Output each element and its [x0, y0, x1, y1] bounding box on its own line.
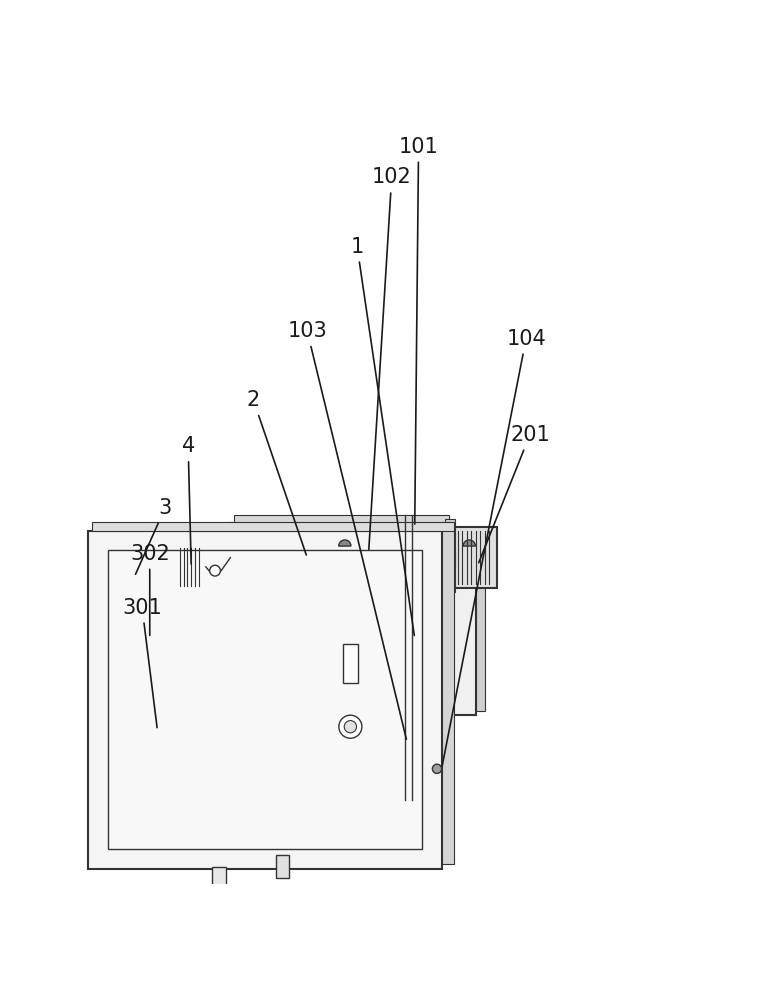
Polygon shape: [230, 523, 445, 596]
Circle shape: [339, 715, 362, 738]
Circle shape: [278, 892, 287, 902]
Polygon shape: [180, 592, 202, 611]
Circle shape: [267, 895, 276, 905]
Text: 1: 1: [350, 237, 414, 635]
Circle shape: [260, 896, 306, 942]
Circle shape: [260, 903, 269, 912]
Polygon shape: [343, 644, 358, 683]
Circle shape: [278, 935, 287, 945]
Circle shape: [296, 903, 306, 912]
Polygon shape: [338, 543, 343, 568]
Text: 201: 201: [478, 425, 550, 563]
Polygon shape: [476, 565, 485, 711]
Polygon shape: [429, 763, 445, 774]
Polygon shape: [212, 867, 226, 907]
Polygon shape: [108, 550, 422, 849]
Wedge shape: [339, 540, 351, 546]
Polygon shape: [398, 714, 416, 757]
Polygon shape: [276, 855, 289, 878]
Polygon shape: [234, 515, 449, 523]
Polygon shape: [445, 553, 455, 566]
Polygon shape: [458, 546, 474, 565]
Circle shape: [257, 914, 266, 923]
Polygon shape: [212, 936, 226, 968]
Polygon shape: [88, 531, 442, 869]
Polygon shape: [192, 907, 246, 938]
Polygon shape: [342, 554, 485, 561]
Polygon shape: [399, 780, 413, 800]
Polygon shape: [472, 543, 476, 568]
Polygon shape: [392, 757, 422, 780]
Circle shape: [269, 905, 296, 932]
Circle shape: [344, 721, 356, 733]
Text: 103: 103: [287, 321, 406, 739]
Polygon shape: [445, 519, 455, 592]
Wedge shape: [463, 540, 475, 546]
Polygon shape: [92, 522, 454, 531]
Circle shape: [432, 764, 442, 773]
Circle shape: [210, 565, 220, 576]
Polygon shape: [401, 527, 413, 535]
Polygon shape: [228, 906, 276, 915]
Polygon shape: [338, 561, 476, 715]
Polygon shape: [422, 760, 429, 778]
Polygon shape: [209, 565, 221, 577]
Text: 301: 301: [122, 598, 162, 728]
Text: 2: 2: [247, 390, 306, 555]
Circle shape: [289, 895, 298, 905]
Polygon shape: [442, 526, 454, 864]
Polygon shape: [396, 535, 419, 554]
Polygon shape: [340, 546, 356, 565]
Text: 3: 3: [135, 498, 172, 574]
Text: 4: 4: [181, 436, 195, 564]
Circle shape: [267, 933, 276, 942]
Circle shape: [289, 933, 298, 942]
Circle shape: [260, 925, 269, 934]
Polygon shape: [201, 568, 209, 573]
Text: 302: 302: [130, 544, 170, 635]
Text: 102: 102: [369, 167, 412, 549]
Polygon shape: [177, 542, 206, 592]
Polygon shape: [394, 753, 422, 757]
Text: 104: 104: [442, 329, 546, 766]
Circle shape: [300, 914, 309, 923]
Text: 101: 101: [399, 137, 439, 524]
Polygon shape: [455, 527, 497, 588]
Polygon shape: [208, 965, 230, 976]
Circle shape: [296, 925, 306, 934]
